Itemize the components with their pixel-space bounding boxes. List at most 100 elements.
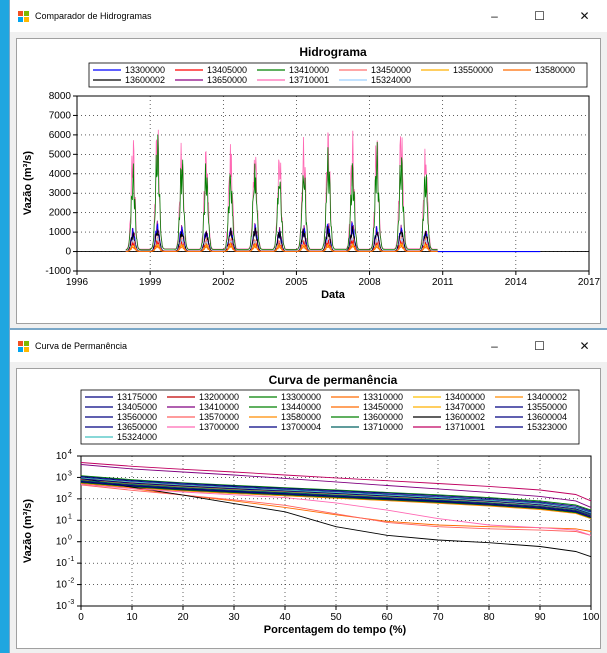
series-line: [80, 462, 592, 502]
legend-label: 13560000: [117, 412, 157, 422]
legend-label: 13710000: [363, 422, 403, 432]
series-line: [80, 477, 592, 558]
y-tick-label: 4000: [49, 169, 72, 180]
legend-label: 13580000: [535, 65, 575, 75]
permanence-titlebar[interactable]: Curva de Permanência – ☐ ✕: [10, 330, 607, 362]
legend-label: 13580000: [281, 412, 321, 422]
app-icon: [18, 340, 29, 352]
x-tick-label: 20: [177, 612, 189, 623]
series-line: [80, 477, 592, 514]
series-line: [125, 134, 438, 251]
y-tick-label: 10: [56, 537, 68, 548]
legend-label: 13450000: [363, 402, 403, 412]
x-axis-label: Porcentagem do tempo (%): [264, 624, 407, 636]
close-button[interactable]: ✕: [579, 9, 590, 23]
y-tick-label: 10: [56, 558, 68, 569]
legend-label: 13410000: [289, 65, 329, 75]
x-tick-label: 60: [381, 612, 393, 623]
series-line: [80, 480, 592, 517]
y-tick-exponent: 4: [68, 449, 72, 456]
legend-label: 13550000: [527, 402, 567, 412]
y-tick-label: -1000: [45, 266, 71, 277]
plot-frame: [80, 455, 592, 607]
window-title: Curva de Permanência: [35, 341, 128, 351]
series-line: [80, 482, 592, 519]
legend-label: 13600002: [125, 75, 165, 85]
series-line: [80, 475, 592, 511]
chart-title: Curva de permanência: [269, 373, 398, 387]
x-tick-label: 100: [583, 612, 600, 623]
legend-label: 15324000: [371, 75, 411, 85]
x-tick-label: 0: [78, 612, 84, 623]
x-tick-label: 2011: [432, 277, 454, 288]
y-axis-label: Vazão (m³/s): [22, 151, 34, 216]
x-tick-label: 10: [126, 612, 138, 623]
y-tick-label: 10: [56, 580, 68, 591]
y-tick-exponent: 3: [68, 470, 72, 477]
y-tick-label: 10: [56, 515, 68, 526]
legend-label: 13650000: [117, 422, 157, 432]
y-tick-exponent: 2: [68, 492, 72, 499]
legend-label: 15324000: [117, 432, 157, 442]
legend-label: 13200000: [199, 392, 239, 402]
permanence-plot-area: Curva de permanência 13175000 13200000 1330…: [16, 368, 601, 649]
y-tick-label: 6000: [49, 130, 72, 141]
series-line: [80, 481, 592, 518]
hydrograph-client: Hidrograma 13300000 13405000 13410000 134500…: [10, 32, 607, 328]
series-line: [80, 478, 592, 515]
permanence-client: Curva de permanência 13175000 13200000 1330…: [10, 362, 607, 653]
x-axis-label: Data: [321, 289, 346, 301]
close-button[interactable]: ✕: [579, 339, 590, 353]
series-line: [80, 483, 592, 536]
y-tick-exponent: 0: [68, 535, 72, 542]
minimize-button[interactable]: –: [491, 339, 498, 353]
legend-label: 13400002: [527, 392, 567, 402]
legend-label: 13300000: [281, 392, 321, 402]
x-tick-label: 2017: [578, 277, 600, 288]
y-tick-label: 2000: [49, 208, 72, 219]
y-tick-exponent: 1: [68, 513, 72, 520]
y-tick-exponent: -3: [68, 599, 74, 606]
series-line: [80, 476, 592, 512]
series-line: [80, 479, 592, 516]
y-tick-label: 10: [56, 472, 68, 483]
legend-label: 13410000: [199, 402, 239, 412]
series-line: [80, 484, 592, 536]
y-tick-label: 10: [56, 601, 68, 612]
legend-label: 13470000: [445, 402, 485, 412]
y-tick-label: 5000: [49, 149, 72, 160]
maximize-button[interactable]: ☐: [534, 339, 545, 353]
legend-label: 13300000: [125, 65, 165, 75]
legend-label: 13600002: [445, 412, 485, 422]
legend-label: 13400000: [445, 392, 485, 402]
legend-box: [88, 62, 588, 88]
x-tick-label: 80: [483, 612, 495, 623]
x-tick-label: 1996: [66, 277, 89, 288]
legend-label: 13405000: [207, 65, 247, 75]
window-title: Comparador de Hidrogramas: [35, 11, 152, 21]
x-tick-label: 2005: [285, 277, 308, 288]
x-tick-label: 90: [534, 612, 546, 623]
legend-label: 15323000: [527, 422, 567, 432]
hydrograph-titlebar[interactable]: Comparador de Hidrogramas – ☐ ✕: [10, 0, 607, 32]
legend-label: 13700004: [281, 422, 321, 432]
legend-label: 13450000: [371, 65, 411, 75]
legend-label: 13310000: [363, 392, 403, 402]
maximize-button[interactable]: ☐: [534, 9, 545, 23]
y-tick-label: 8000: [49, 91, 72, 102]
minimize-button[interactable]: –: [491, 9, 498, 23]
legend-label: 13710001: [289, 75, 329, 85]
legend-label: 13440000: [281, 402, 321, 412]
plot-frame: [76, 95, 590, 272]
x-tick-label: 70: [432, 612, 444, 623]
app-icon: [18, 10, 29, 22]
x-tick-label: 2008: [358, 277, 381, 288]
y-tick-exponent: -1: [68, 556, 74, 563]
series-line: [80, 476, 592, 513]
hydrograph-plot-area: Hidrograma 13300000 13405000 13410000 134500…: [16, 38, 601, 324]
legend-label: 13650000: [207, 75, 247, 85]
hydrograph-chart: Hidrograma 13300000 13405000 13410000 134500…: [22, 45, 601, 301]
y-tick-label: 3000: [49, 188, 72, 199]
permanence-window: Curva de Permanência – ☐ ✕ Curva de perm…: [10, 330, 607, 653]
y-tick-label: 0: [65, 247, 71, 258]
